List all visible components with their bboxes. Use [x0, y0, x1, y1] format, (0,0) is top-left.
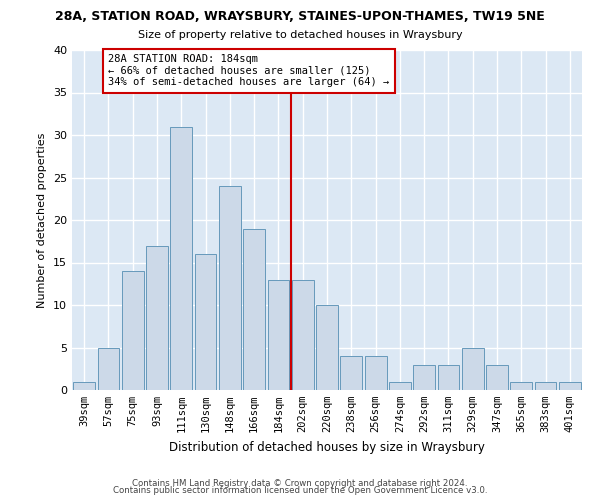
Bar	[511, 382, 532, 390]
Text: Contains HM Land Registry data © Crown copyright and database right 2024.: Contains HM Land Registry data © Crown c…	[132, 478, 468, 488]
Bar	[122, 271, 143, 390]
Bar	[486, 364, 508, 390]
Bar	[268, 280, 289, 390]
Bar	[194, 254, 217, 390]
Bar	[73, 382, 95, 390]
Bar	[462, 348, 484, 390]
Bar	[365, 356, 386, 390]
Bar	[559, 382, 581, 390]
Text: Contains public sector information licensed under the Open Government Licence v3: Contains public sector information licen…	[113, 486, 487, 495]
Bar	[243, 228, 265, 390]
Bar	[146, 246, 168, 390]
Text: 28A, STATION ROAD, WRAYSBURY, STAINES-UPON-THAMES, TW19 5NE: 28A, STATION ROAD, WRAYSBURY, STAINES-UP…	[55, 10, 545, 23]
Text: Size of property relative to detached houses in Wraysbury: Size of property relative to detached ho…	[137, 30, 463, 40]
Bar	[340, 356, 362, 390]
Bar	[170, 126, 192, 390]
Bar	[413, 364, 435, 390]
X-axis label: Distribution of detached houses by size in Wraysbury: Distribution of detached houses by size …	[169, 440, 485, 454]
Y-axis label: Number of detached properties: Number of detached properties	[37, 132, 47, 308]
Bar	[292, 280, 314, 390]
Bar	[389, 382, 411, 390]
Bar	[316, 305, 338, 390]
Bar	[219, 186, 241, 390]
Bar	[97, 348, 119, 390]
Text: 28A STATION ROAD: 184sqm
← 66% of detached houses are smaller (125)
34% of semi-: 28A STATION ROAD: 184sqm ← 66% of detach…	[109, 54, 389, 88]
Bar	[535, 382, 556, 390]
Bar	[437, 364, 460, 390]
